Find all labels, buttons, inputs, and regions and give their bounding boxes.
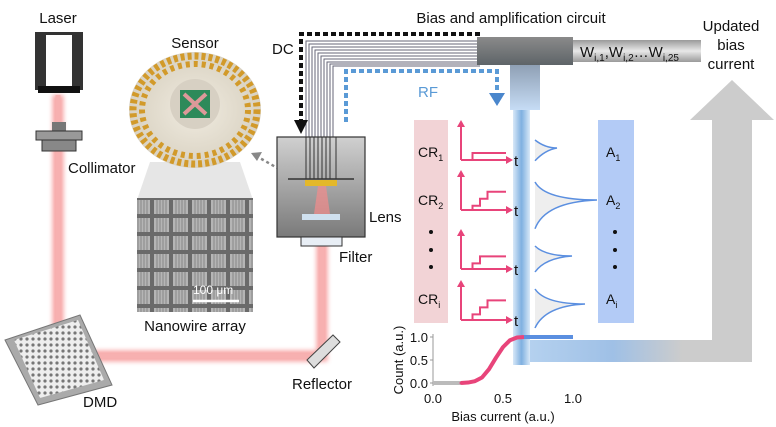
peak-trace — [534, 181, 598, 230]
amplitude-labels: A1 A2 Ai — [606, 144, 620, 310]
rf-line — [344, 69, 499, 122]
laser-label: Laser — [39, 10, 77, 27]
step-plot: t — [457, 229, 519, 279]
x-tick-label: 0.0 — [424, 391, 442, 406]
pulse-peaks — [534, 139, 598, 329]
data-point — [508, 338, 512, 342]
time-label: t — [514, 203, 519, 220]
lens — [302, 214, 340, 220]
arrow-head-icon — [506, 316, 513, 324]
bias-circuit-block — [477, 37, 573, 65]
time-label: t — [514, 313, 519, 330]
data-point — [515, 335, 519, 339]
lens-label: Lens — [369, 209, 402, 226]
arrow-head-icon — [506, 206, 513, 214]
step-trace — [465, 152, 506, 161]
step-trace — [465, 299, 506, 321]
nanowire-array-label: Nanowire array — [144, 318, 246, 335]
dmd — [4, 314, 113, 406]
arrow-head-icon — [457, 280, 465, 287]
y-tick-label: 0.5 — [410, 353, 428, 368]
arrow-head-icon — [506, 265, 513, 273]
arrow-head-icon — [506, 156, 513, 164]
count-rate-labels: CR1 CR2 CRi — [418, 144, 443, 310]
amplitude-box — [598, 120, 634, 323]
dc-label: DC — [272, 41, 294, 58]
y-axis-label: Count (a.u.) — [391, 326, 406, 395]
rf-label: RF — [418, 84, 438, 101]
arrow-head-icon — [457, 229, 465, 236]
svg-text:Ai: Ai — [606, 291, 617, 310]
x-tick-label: 0.5 — [494, 391, 512, 406]
collimator — [35, 122, 83, 152]
step-plot: t — [457, 120, 519, 170]
circuit-label: Bias and amplification circuit — [416, 10, 606, 27]
svg-text:A1: A1 — [606, 144, 620, 163]
feedback-arrow — [520, 80, 774, 362]
y-tick-label: 1.0 — [410, 330, 428, 345]
x-tick-label: 1.0 — [564, 391, 582, 406]
filter — [300, 236, 343, 247]
data-point — [494, 356, 498, 360]
svg-text:CRi: CRi — [418, 291, 440, 310]
data-point — [473, 379, 477, 383]
scale-bar-label: 100 μm — [193, 283, 233, 297]
time-label: t — [514, 262, 519, 279]
cryostat — [276, 136, 366, 247]
dc-line — [299, 32, 480, 120]
sigmoid-curve — [460, 335, 525, 385]
arrow-head-icon — [457, 170, 465, 177]
data-point — [480, 375, 484, 379]
dc-arrow-icon — [294, 120, 308, 134]
x-axis-label: Bias current (a.u.) — [451, 409, 554, 424]
readout-line — [513, 110, 530, 365]
svg-text:CR1: CR1 — [418, 144, 443, 163]
step-trace — [465, 255, 506, 270]
step-plots: t t t t — [457, 120, 519, 330]
peak-trace — [534, 288, 586, 329]
sensor-label: Sensor — [171, 35, 219, 52]
weights-bar — [573, 40, 701, 62]
wire-bundle — [305, 40, 480, 178]
time-label: t — [514, 153, 519, 170]
peak-trace — [534, 139, 558, 162]
updated-bias-label: Updated bias current — [703, 18, 760, 73]
nanowire-array-image — [137, 198, 253, 312]
rf-arrow-icon — [489, 93, 505, 106]
y-tick-label: 0.0 — [410, 376, 428, 391]
weights-label: Wi,1,Wi,2…Wi,25 — [580, 44, 679, 64]
reflector-label: Reflector — [292, 376, 352, 393]
svg-text:A2: A2 — [606, 192, 620, 211]
laser — [35, 32, 83, 93]
step-trace — [465, 190, 506, 211]
filter-label: Filter — [339, 249, 372, 266]
reflector — [306, 334, 341, 369]
arrow-head-icon — [457, 120, 465, 127]
data-point — [466, 381, 470, 385]
data-point — [501, 345, 505, 349]
peak-fill — [535, 182, 597, 229]
collimator-label: Collimator — [68, 160, 136, 177]
peak-trace — [534, 245, 573, 273]
sensor-photo — [129, 52, 261, 200]
step-plot: t — [457, 280, 519, 330]
count-rate-box — [414, 120, 448, 323]
step-plot: t — [457, 170, 519, 220]
svg-text:CR2: CR2 — [418, 192, 443, 211]
sigmoid-chart: 0.00.0 0.5 0.5 1.0 1.0 Bias current (a.u.) Cou… — [391, 326, 582, 424]
data-point — [487, 367, 491, 371]
laser-beam — [52, 95, 328, 362]
data-point — [459, 381, 463, 385]
dmd-label: DMD — [83, 394, 117, 411]
